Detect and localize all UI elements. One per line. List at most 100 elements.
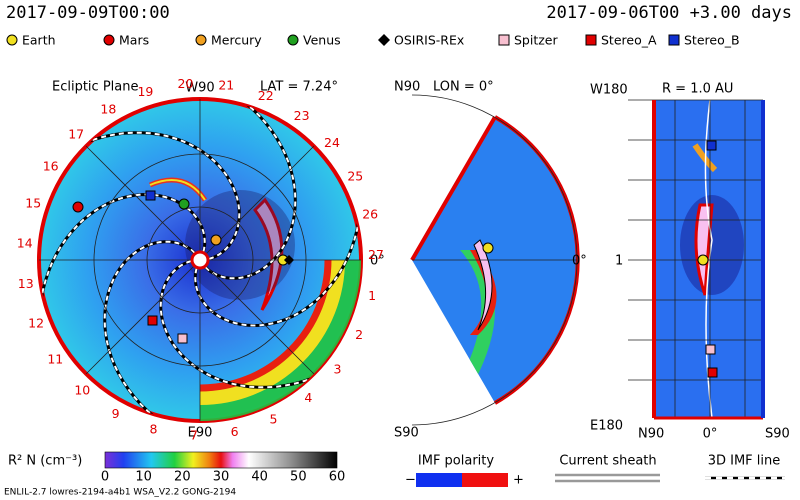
sector-label: 24 [324,135,340,150]
sector-label: 9 [112,406,120,421]
stereo-b [706,140,717,151]
legend-marker [287,34,299,46]
legend-marker [585,34,597,46]
sector-label: 14 [17,235,33,250]
sector-label: 11 [47,352,63,367]
ecliptic-bottom: E90 [188,426,213,441]
venus [178,198,190,210]
legend-label: Mercury [211,33,262,48]
colorbar-tick-label: 0 [101,470,109,485]
legend-marker [378,34,390,46]
shell-left: 1 [615,254,623,269]
ecliptic-top: W90 [185,81,214,96]
ecliptic-right: 0° [370,254,385,269]
legend-label: OSIRIS-REx [394,33,464,48]
legend-marker [498,34,510,46]
meridian-right: 0° [572,254,587,269]
legend-label: Mars [119,33,149,48]
sector-label: 2 [355,327,363,342]
sheath-title: Current sheath [559,454,656,469]
legend-label: Earth [22,33,56,48]
legend-marker [6,34,18,46]
polarity-pos [462,473,508,487]
sector-label: 7 [190,427,198,442]
sector-label: 13 [18,276,34,291]
footer: ENLIL-2.7 lowres-2194-a4b1 WSA_V2.2 GONG… [4,488,236,498]
legend: Earth Mars Mercury Venus OSIRIS-REx Spitzer St… [6,33,740,48]
meridian-edge [494,115,580,405]
legend-marker [103,34,115,46]
sector-label: 20 [178,76,194,91]
shell-grid [628,99,763,418]
sector-label: 23 [294,108,310,123]
shell-x-left: N90 [638,427,664,442]
earth [482,242,494,254]
shell-x-mid: 0° [703,427,718,442]
ecliptic-lat: LAT = 7.24° [260,80,338,95]
shell-radius: R = 1.0 AU [662,82,733,97]
colorbar-tick-label: 10 [135,470,152,485]
colorbar-tick-label: 20 [174,470,191,485]
meridian-panel: N90 LON = 0° 0° S90 [394,80,587,441]
legend-label: Spitzer [514,33,558,48]
sector-label: 12 [28,316,44,331]
polarity-plus: + [513,473,524,488]
sector-label: 15 [25,195,41,210]
sector-label: 18 [100,101,116,116]
polarity-minus: − [405,473,416,488]
legend-label: Stereo_A [601,33,657,48]
shell-x-right: S90 [765,427,790,442]
sheath-key [555,473,660,483]
shell-bottom: E180 [590,419,623,434]
spitzer [705,344,716,355]
mercury [210,234,222,246]
sector-label: 10 [74,382,90,397]
sector-label: 27 [368,247,384,262]
shell-top: W180 [590,83,628,98]
legend-marker [668,34,680,46]
colorbar-tick-label: 50 [290,470,307,485]
cme-core [149,179,206,201]
colorbar-ticks: 0 10 20 30 40 50 60 [101,470,345,485]
sector-label: 5 [270,411,278,426]
sector-label: 6 [231,424,239,439]
earth [697,254,709,266]
header-run: 2017-09-06T00 +3.00 days [546,3,792,23]
sector-label: 17 [68,126,84,141]
legend-label: Venus [303,33,341,48]
header-time: 2017-09-09T00:00 [6,3,170,23]
meridian-bottom: S90 [394,426,419,441]
imf-line [103,240,248,421]
shell-current [704,99,713,419]
sector-label: 19 [137,84,153,99]
sector-label: 4 [304,390,312,405]
colorbar-tick-label: 30 [213,470,230,485]
colorbar-tick-label: 60 [329,470,346,485]
spitzer [177,333,188,344]
sector-label: 16 [43,158,59,173]
meridian-lon: LON = 0° [433,80,494,95]
osiris-rex [284,255,294,265]
polarity-neg [416,473,462,487]
ecliptic-field [39,99,361,421]
meridian-cme [473,239,493,331]
stereo-a [147,315,158,326]
sector-label: 21 [218,77,234,92]
colorbar [104,451,338,469]
meridian-top: N90 [394,80,420,95]
colorbar-tick-label: 40 [251,470,268,485]
mars [72,201,84,213]
sector-label: 8 [150,421,158,436]
polarity-title: IMF polarity [418,454,494,469]
legend-label: Stereo_B [684,33,740,48]
sector-label: 1 [368,288,376,303]
sun [190,250,210,270]
legend-marker [195,34,207,46]
sector-label: 25 [347,169,363,184]
sector-label: 3 [333,361,341,376]
colorbar-label: R² N (cm⁻³) [8,454,82,469]
stereo-a [707,367,718,378]
